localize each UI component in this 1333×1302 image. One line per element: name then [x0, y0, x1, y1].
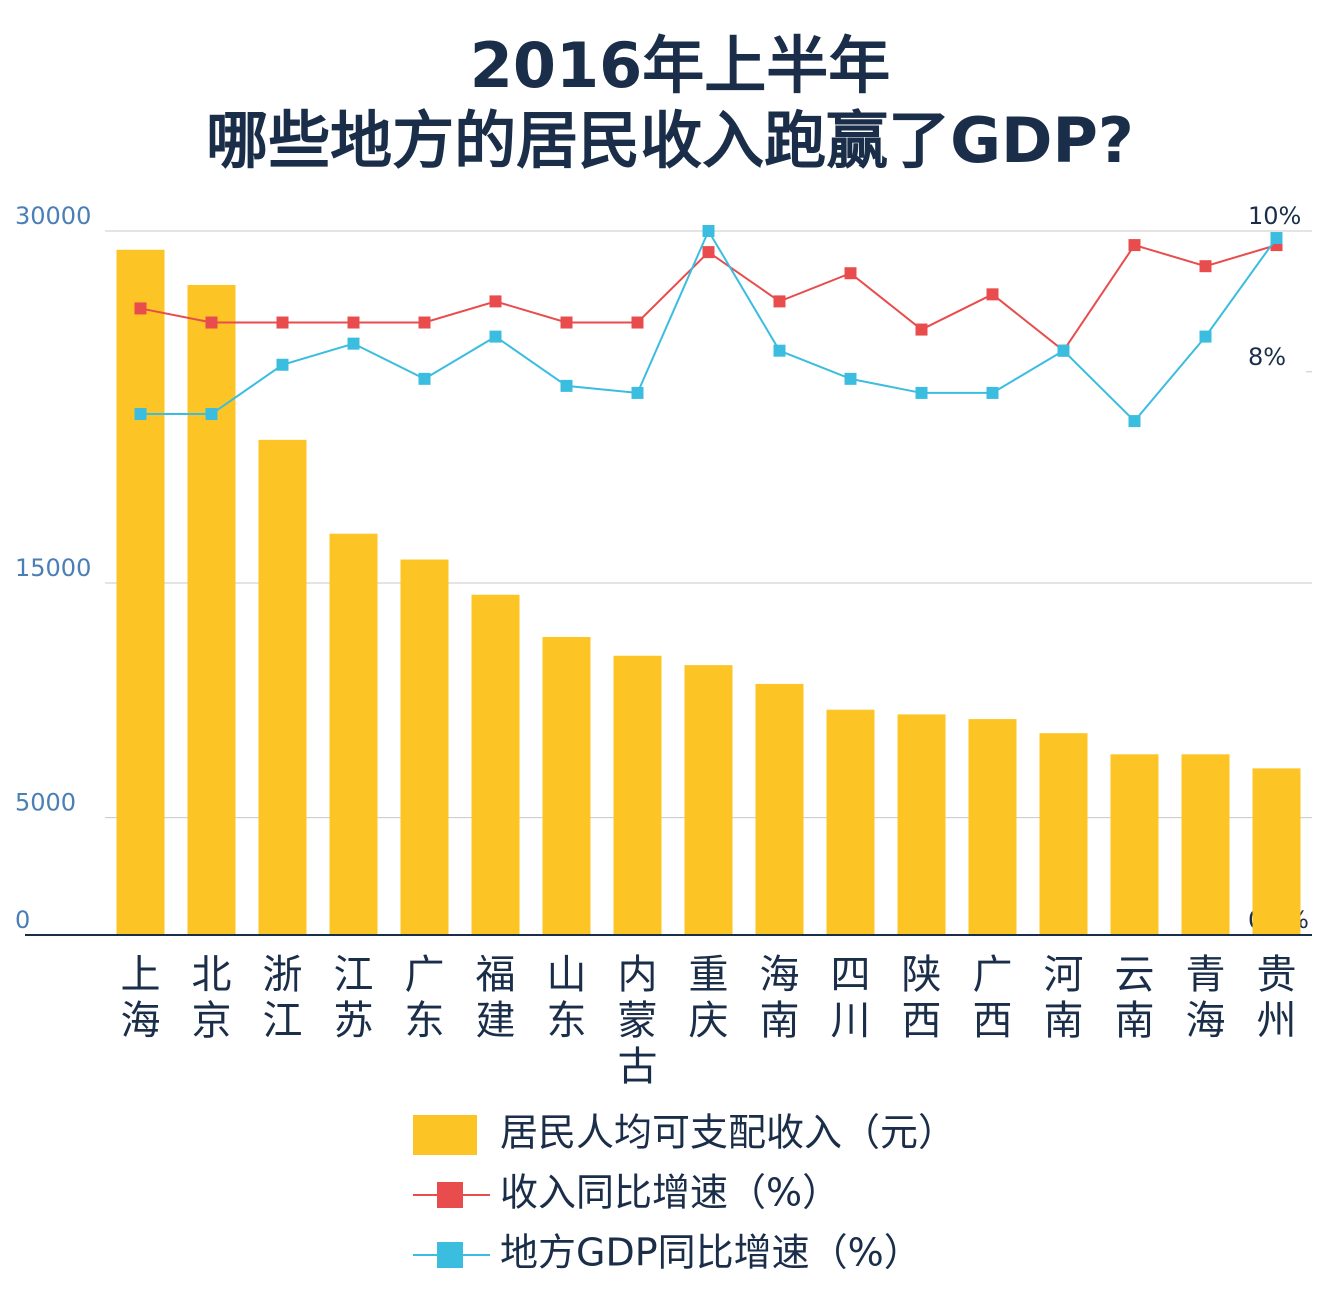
legend-swatch [437, 1182, 463, 1208]
bar [613, 655, 662, 935]
marker [134, 408, 147, 421]
bar [1252, 768, 1301, 935]
bar [1181, 754, 1230, 935]
marker [1057, 344, 1070, 357]
marker [1199, 260, 1212, 273]
bar [1110, 754, 1159, 935]
y-tick-label: 15000 [15, 554, 91, 582]
marker [986, 288, 999, 301]
marker [1270, 232, 1283, 245]
marker [347, 316, 360, 329]
x-tick-label: 青海 [1185, 952, 1226, 1044]
line [140, 228, 1278, 423]
marker [205, 408, 218, 421]
x-tick-label: 内蒙古 [617, 952, 658, 1090]
marker [205, 316, 218, 329]
marker [347, 337, 360, 350]
legend-label: 地方GDP同比增速（%） [500, 1231, 922, 1275]
bar [968, 719, 1017, 935]
line [140, 243, 1277, 353]
bar [684, 665, 733, 935]
bar [826, 709, 875, 935]
marker [418, 316, 431, 329]
marker [489, 330, 502, 343]
x-tick-label: 陕西 [901, 952, 942, 1044]
x-tick-label: 河南 [1043, 952, 1084, 1044]
x-tick-label: 山东 [546, 952, 587, 1044]
marker [915, 386, 928, 399]
x-tick-label: 上海 [120, 952, 161, 1044]
marker [631, 316, 644, 329]
marker [489, 295, 502, 308]
marker [1128, 415, 1141, 428]
marker [134, 302, 147, 315]
bar [116, 249, 165, 936]
bar [1039, 733, 1088, 935]
marker [631, 386, 644, 399]
chart-subtitle: 哪些地方的居民收入跑赢了GDP? [206, 104, 1134, 177]
marker [986, 386, 999, 399]
x-tick-label: 福建 [475, 952, 516, 1044]
y2-tick-label: 8% [1248, 343, 1286, 371]
y2-tick-label: 10% [1248, 202, 1301, 230]
marker [844, 267, 857, 280]
marker [773, 344, 786, 357]
marker [844, 372, 857, 385]
y-tick-label: 0 [15, 906, 30, 934]
x-tick-label: 广东 [404, 952, 445, 1044]
x-tick-label: 重庆 [688, 952, 729, 1044]
bar [329, 533, 378, 935]
marker [702, 246, 715, 259]
marker [1128, 239, 1141, 252]
x-tick-label: 云南 [1114, 952, 1155, 1044]
legend-swatch [413, 1115, 477, 1155]
marker [276, 316, 289, 329]
bar [400, 559, 449, 935]
y-tick-label: 30000 [15, 202, 91, 230]
marker [560, 379, 573, 392]
x-tick-label: 江苏 [333, 952, 374, 1044]
marker [560, 316, 573, 329]
marker [418, 372, 431, 385]
bar [897, 714, 946, 935]
y-tick-label: 5000 [15, 789, 76, 817]
x-tick-label: 海南 [759, 952, 800, 1044]
marker [1199, 330, 1212, 343]
marker [915, 323, 928, 336]
marker [773, 295, 786, 308]
bar [187, 284, 236, 935]
bar [258, 439, 307, 935]
bar [542, 636, 591, 935]
legend-label: 收入同比增速（%） [500, 1171, 840, 1215]
x-tick-label: 北京 [191, 952, 232, 1044]
legend-swatch [437, 1242, 463, 1268]
x-tick-label: 广西 [972, 952, 1013, 1044]
x-tick-label: 贵州 [1256, 952, 1297, 1044]
bar [471, 594, 520, 935]
marker [276, 358, 289, 371]
marker [702, 225, 715, 237]
bar [755, 683, 804, 935]
chart-title: 2016年上半年 [470, 29, 891, 102]
x-tick-label: 四川 [830, 952, 871, 1044]
x-tick-label: 浙江 [262, 952, 303, 1044]
legend-label: 居民人均可支配收入（元） [500, 1111, 956, 1155]
